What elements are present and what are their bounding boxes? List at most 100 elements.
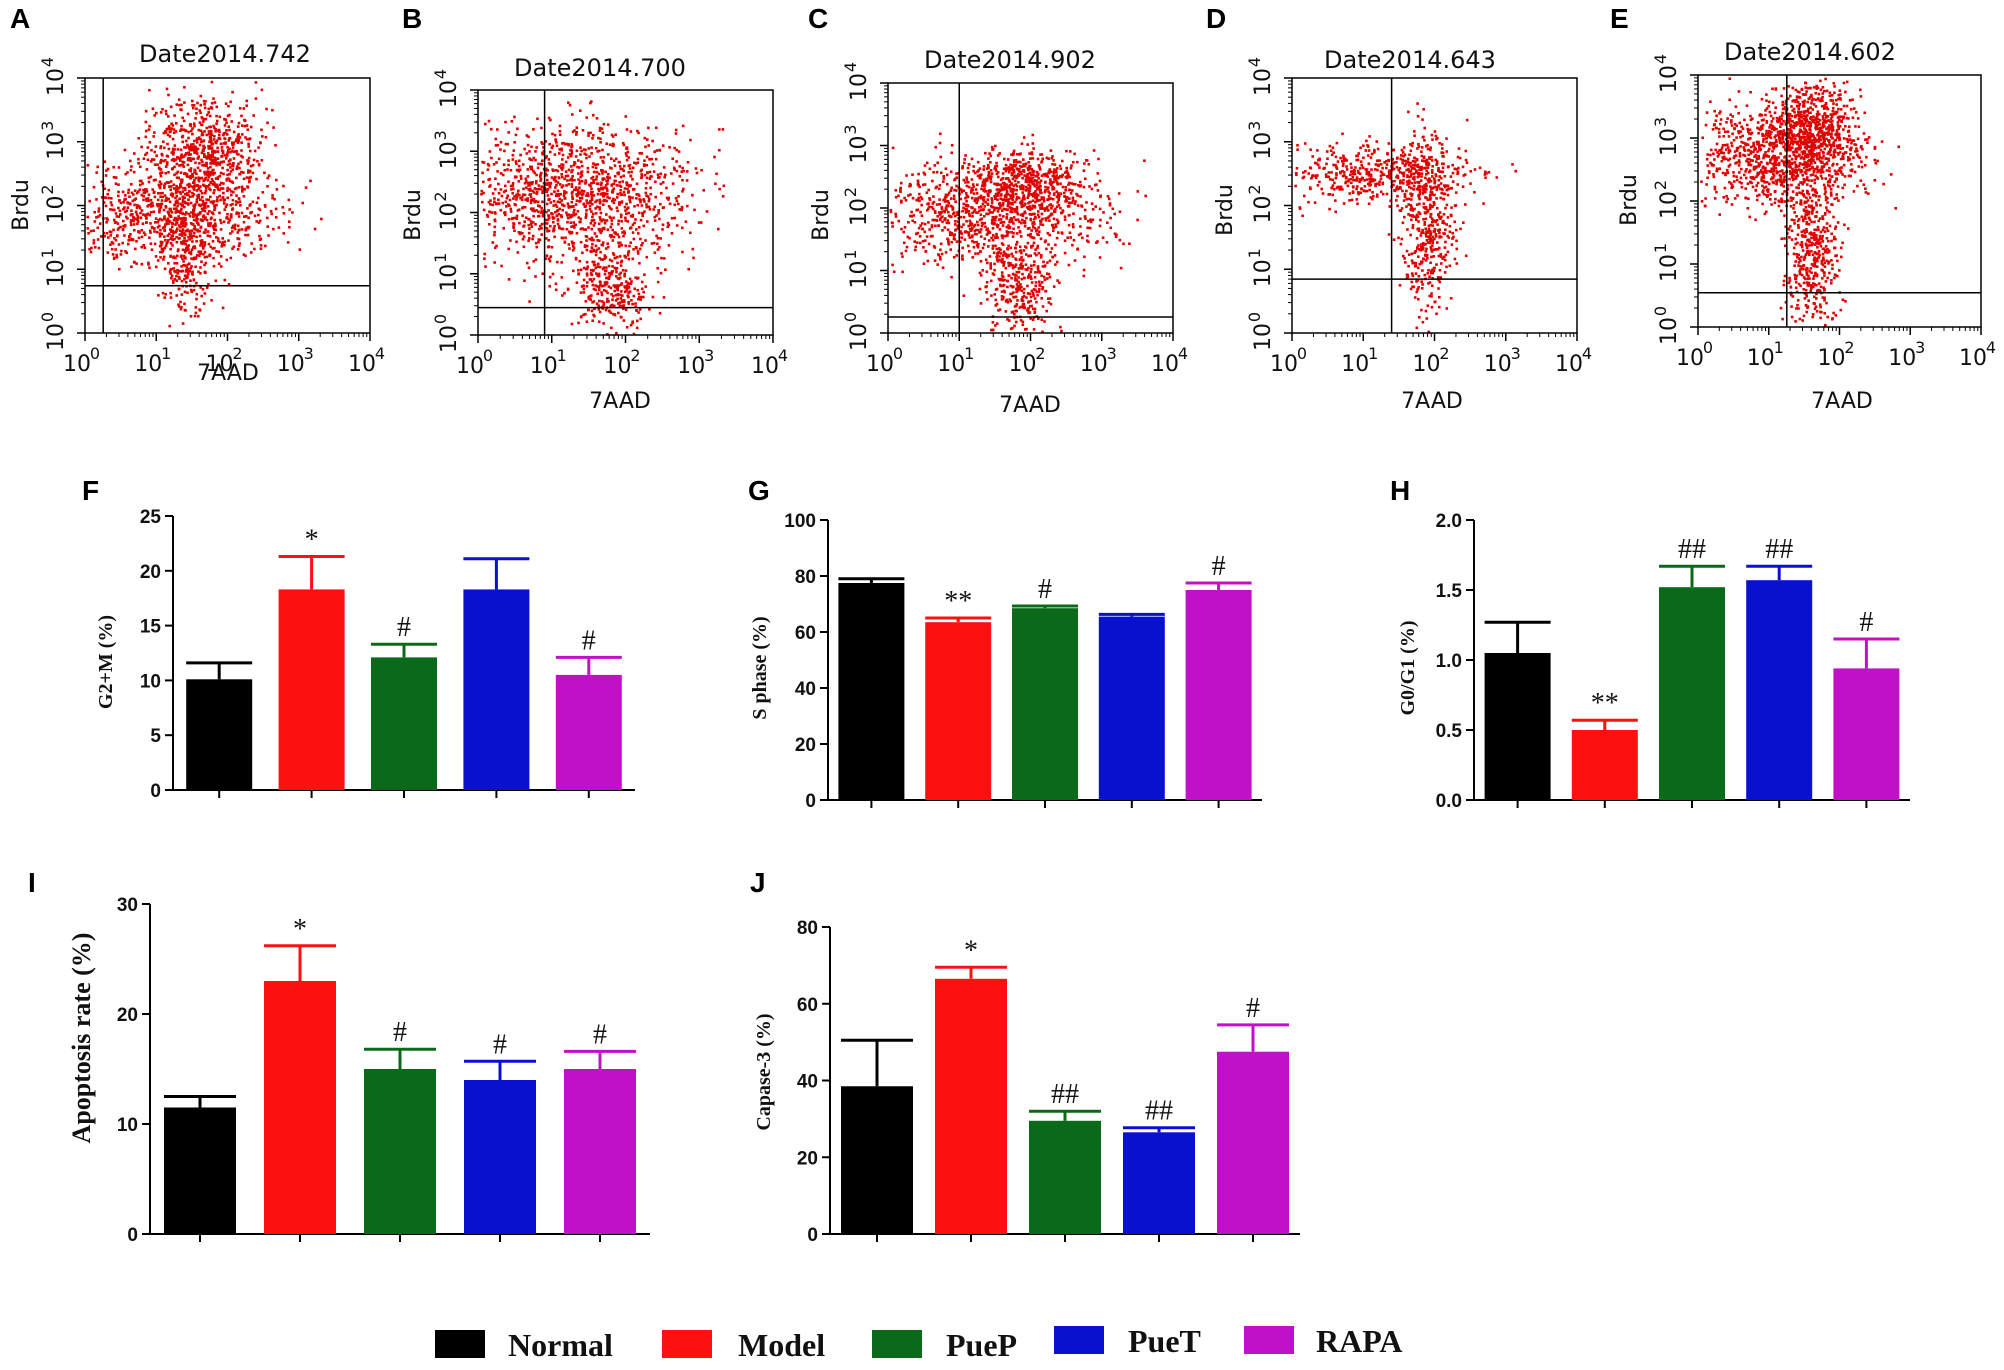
flow-a-event-dot: [192, 234, 196, 238]
flow-a-event-dot: [149, 242, 153, 245]
flow-c-event-dot: [1038, 168, 1042, 171]
flow-b-event-dot: [569, 216, 572, 219]
flow-a-event-dot: [178, 103, 181, 107]
flow-a-event-dot: [179, 202, 182, 206]
flow-b-event-dot: [650, 242, 654, 245]
flow-a-event-dot: [162, 208, 166, 212]
flow-b-event-dot: [551, 144, 555, 148]
flow-c-event-dot: [991, 328, 995, 332]
flow-a-event-dot: [196, 253, 199, 257]
flow-c-event-dot: [987, 194, 990, 198]
flow-c-event-dot: [1044, 219, 1048, 222]
flow-a-event-dot: [147, 203, 150, 207]
flow-b-event-dot: [612, 253, 616, 257]
flow-c-event-dot: [970, 187, 974, 190]
flow-c-event-dot: [1011, 207, 1015, 211]
flow-c-event-dot: [971, 234, 974, 237]
flow-b-event-dot: [586, 281, 589, 284]
flow-a-event-dot: [189, 234, 192, 238]
flow-b-event-dot: [502, 227, 505, 230]
flow-c-event-dot: [1013, 312, 1016, 316]
flow-c-event-dot: [976, 197, 980, 201]
flow-b-event-dot: [551, 132, 554, 136]
flow-b-event-dot: [670, 217, 674, 220]
flow-c-event-dot: [1066, 205, 1070, 208]
flow-c-event-dot: [965, 220, 968, 223]
flow-b-event-dot: [634, 218, 637, 221]
flow-c-event-dot: [982, 199, 986, 202]
flow-c-event-dot: [999, 197, 1002, 201]
flow-c-event-dot: [964, 192, 968, 195]
flow-c-event-dot: [1031, 318, 1035, 321]
flow-c-event-dot: [1038, 181, 1041, 184]
flow-c-event-dot: [1007, 178, 1011, 182]
flow-a-event-dot: [143, 246, 147, 250]
flow-b-event-dot: [548, 275, 552, 279]
flow-c-event-dot: [1017, 226, 1020, 229]
flow-a-event-dot: [112, 165, 115, 169]
flow-a-event-dot: [175, 176, 179, 179]
flow-b-event-dot: [597, 274, 601, 278]
flow-c-dots: [889, 132, 1147, 334]
flow-c-event-dot: [1047, 171, 1051, 175]
flow-a-event-dot: [228, 113, 231, 117]
flow-c-event-dot: [991, 238, 995, 242]
flow-b-event-dot: [564, 174, 568, 178]
flow-c-event-dot: [997, 277, 1001, 281]
flow-b-event-dot: [577, 273, 580, 276]
flow-a-event-dot: [207, 107, 211, 111]
flow-b-event-dot: [602, 266, 606, 269]
flow-a-event-dot: [256, 160, 259, 163]
flow-a-event-dot: [238, 166, 241, 170]
flow-b-event-dot: [621, 141, 625, 145]
flow-c-event-dot: [1009, 327, 1013, 331]
flow-c-event-dot: [1048, 168, 1052, 171]
flow-c-event-dot: [1024, 185, 1028, 189]
flow-a-event-dot: [199, 272, 202, 275]
flow-a-event-dot: [147, 180, 151, 184]
flow-c-event-dot: [1021, 212, 1025, 216]
flow-b-event-dot: [557, 194, 560, 197]
flow-c-event-dot: [919, 224, 922, 227]
flow-b-event-dot: [644, 239, 647, 242]
flow-a-event-dot: [282, 184, 285, 188]
flow-a-event-dot: [226, 173, 229, 177]
flow-a-event-dot: [167, 219, 171, 223]
flow-c-event-dot: [940, 210, 943, 214]
flow-b-event-dot: [579, 146, 582, 149]
flow-a-event-dot: [210, 140, 213, 143]
flow-b-event-dot: [513, 216, 517, 220]
flow-a-event-dot: [178, 233, 181, 236]
flow-c-event-dot: [910, 215, 914, 218]
flow-b-event-dot: [647, 205, 651, 209]
flow-a-event-dot: [184, 213, 187, 216]
flow-b-event-dot: [675, 160, 678, 163]
flow-a-event-dot: [132, 193, 135, 196]
flow-b-event-dot: [585, 248, 589, 252]
flow-a-event-dot: [105, 232, 109, 235]
flow-a-event-dot: [238, 242, 241, 245]
flow-c-event-dot: [1107, 197, 1111, 201]
flow-c-event-dot: [1076, 160, 1079, 164]
flow-a-event-dot: [224, 205, 228, 209]
flow-a-event-dot: [180, 279, 184, 283]
flow-c-event-dot: [981, 196, 985, 200]
flow-a-event-dot: [223, 208, 227, 211]
flow-a-event-dot: [181, 198, 185, 201]
flow-c-event-dot: [1059, 182, 1062, 185]
flow-a-event-dot: [253, 149, 257, 153]
flow-c-event-dot: [1018, 286, 1021, 290]
flow-b-event-dot: [540, 126, 543, 130]
flow-b-event-dot: [585, 209, 588, 212]
flow-a-event-dot: [184, 218, 187, 222]
flow-a-event-dot: [185, 247, 188, 250]
flow-c-event-dot: [1047, 195, 1051, 198]
flow-c-event-dot: [1113, 212, 1116, 216]
flow-c-event-dot: [1047, 157, 1050, 160]
flow-c-event-dot: [1036, 233, 1039, 236]
flow-a-event-dot: [169, 180, 173, 183]
flow-a-event-dot: [174, 130, 178, 133]
flow-a-event-dot: [211, 183, 215, 186]
flow-a-event-dot: [259, 247, 263, 250]
flow-c-event-dot: [983, 237, 987, 240]
